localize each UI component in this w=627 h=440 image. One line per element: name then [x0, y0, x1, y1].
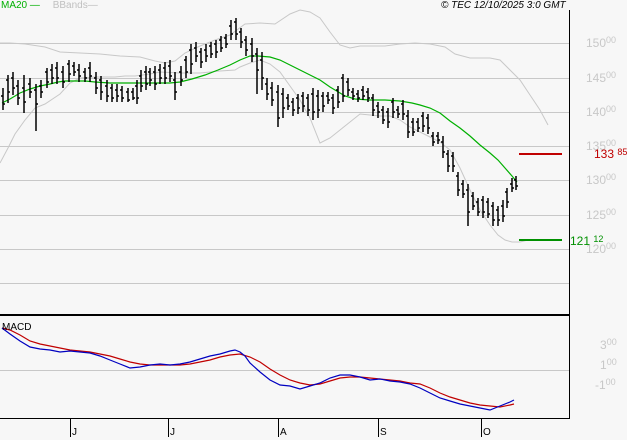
macd-title: MACD	[2, 322, 32, 333]
x-axis-ticks	[70, 419, 482, 437]
ohlc-bars	[1, 18, 518, 226]
legend-bbands-swatch: —	[87, 0, 98, 11]
x-label-aug: A	[280, 427, 287, 438]
legend-bbands: BBands	[52, 0, 88, 11]
legend-ma20: MA20	[1, 0, 28, 11]
price-label-145: 14500	[586, 70, 617, 85]
support-label: 121 12	[570, 234, 604, 248]
legend-ma20-swatch: —	[27, 0, 40, 11]
resistance-label: 133 85	[594, 147, 627, 161]
macd-label-300: 300	[600, 337, 617, 352]
x-label-jul: J	[170, 427, 175, 438]
chart-legend: MA20 — BBands—	[1, 0, 98, 12]
price-label-140: 14000	[586, 104, 617, 119]
price-label-130: 13000	[586, 172, 617, 187]
price-label-150: 15000	[586, 35, 617, 50]
ma20-line	[1, 55, 518, 183]
macd-label-neg100: -100	[595, 377, 616, 392]
macd-line	[1, 327, 515, 411]
macd-signal-line	[1, 327, 515, 408]
x-label-oct: O	[483, 427, 491, 438]
price-label-135: 13500	[586, 138, 617, 153]
macd-label-100: 100	[600, 357, 617, 372]
copyright-timestamp: © TEC 12/10/2025 3:0 GMT	[441, 0, 566, 11]
x-label-jun: J	[72, 427, 77, 438]
x-label-sep: S	[380, 427, 387, 438]
price-label-120: 12000	[586, 241, 617, 256]
price-label-125: 12500	[586, 207, 617, 222]
bollinger-bands	[0, 9, 549, 243]
